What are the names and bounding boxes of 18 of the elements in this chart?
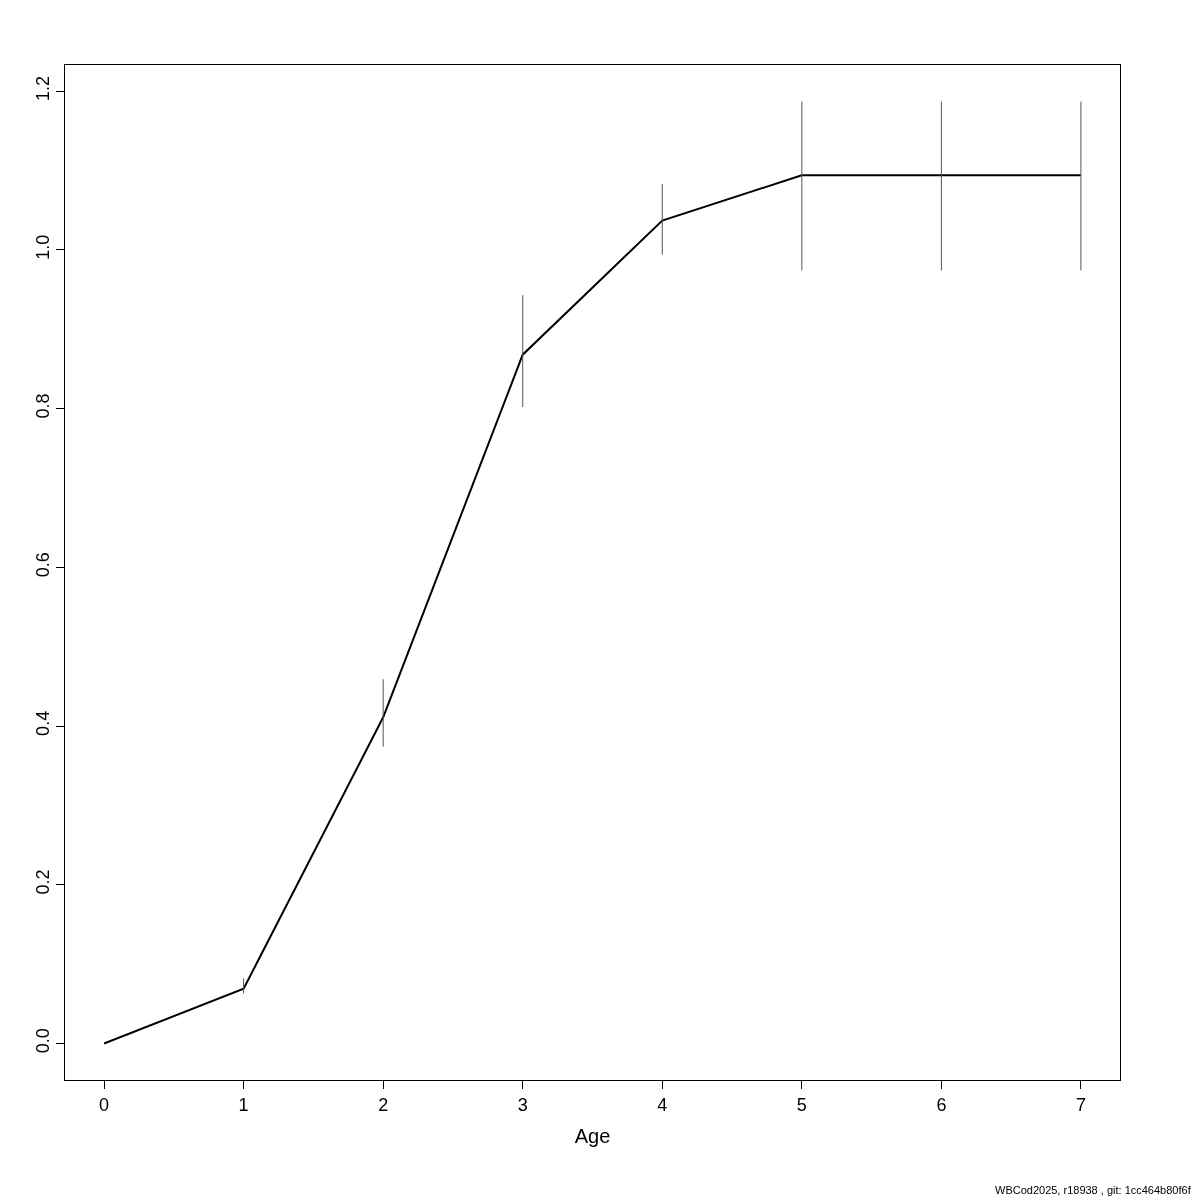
y-tick-label: 1.2 [32,75,53,102]
y-tick-label: 0.4 [32,710,53,736]
x-axis-title: Age [574,1125,611,1148]
y-tick-label: 0.2 [32,869,53,895]
x-tick-label: 6 [936,1094,947,1115]
x-tick-label: 4 [657,1094,668,1115]
x-tick-label: 3 [517,1094,528,1115]
x-tick-label: 7 [1075,1094,1086,1115]
y-tick-label: 0.0 [32,1028,53,1054]
line-series [103,174,1082,1045]
text: WBCod2025, r18938 , git: 1cc464b80f6f [995,1184,1192,1196]
x-tick-label: 1 [238,1094,249,1115]
y-tick-label: 1.0 [32,234,53,260]
x-tick-label: 2 [378,1094,389,1115]
y-tick-label: 0.6 [32,552,53,578]
y-tick-label: 0.8 [32,393,53,419]
x-tick-label: 0 [99,1094,110,1115]
x-tick-label: 5 [796,1094,807,1115]
